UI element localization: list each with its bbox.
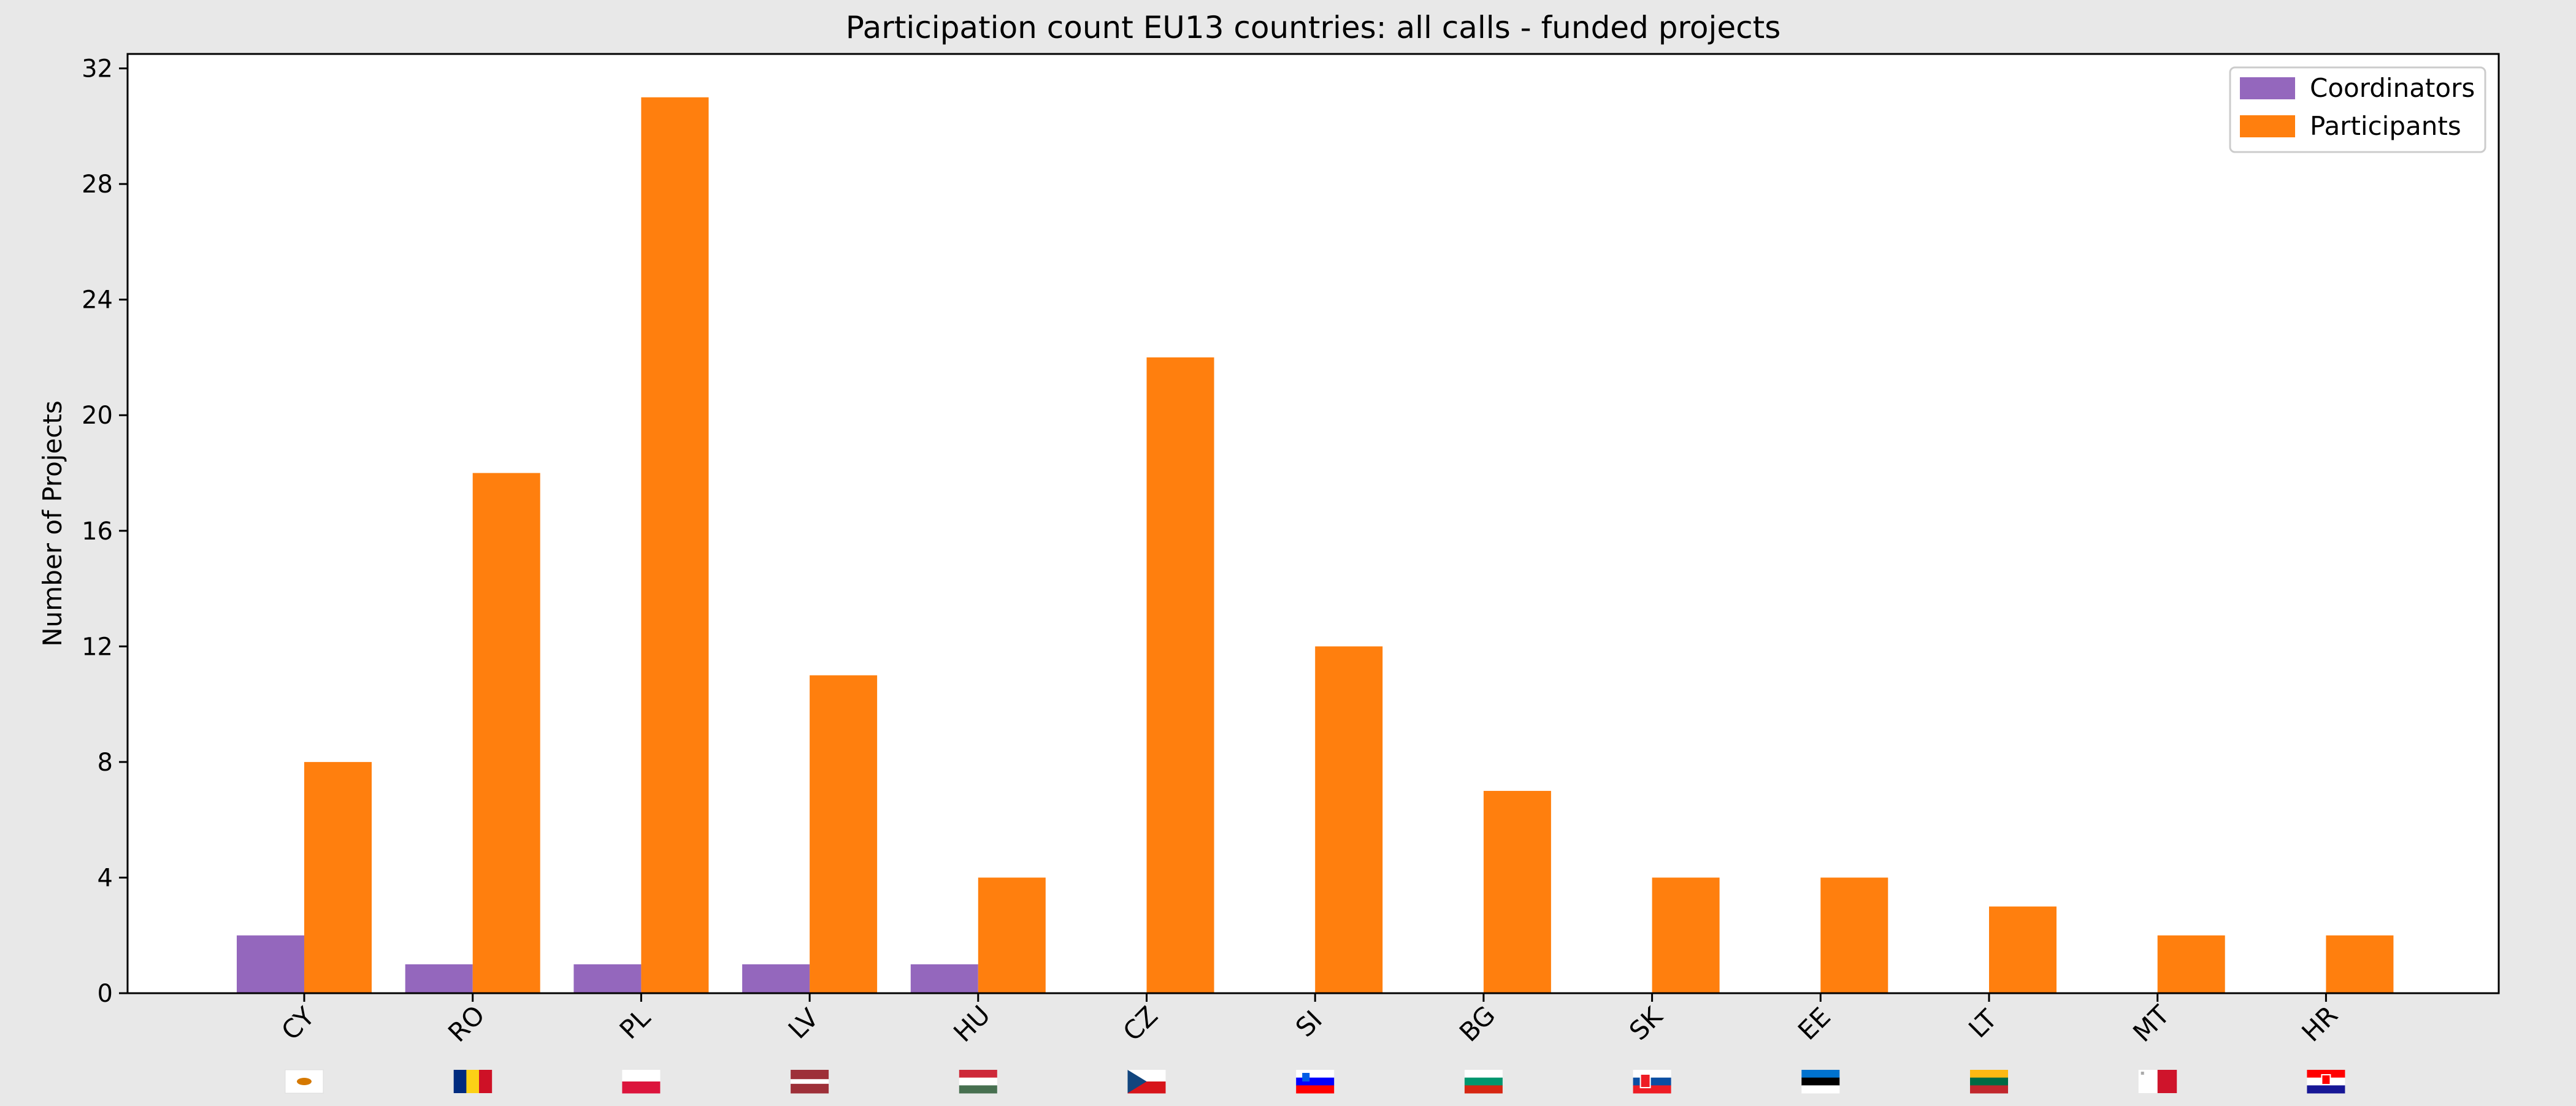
hungary-flag-icon — [959, 1070, 997, 1094]
y-tick-label: 28 — [82, 170, 113, 199]
croatia-flag-icon — [2307, 1070, 2345, 1094]
bar-coordinators-lv — [742, 964, 810, 993]
country-flags — [285, 1069, 2345, 1094]
romania-flag-icon — [453, 1070, 493, 1093]
bar-participants-bg — [1483, 791, 1551, 993]
legend: Coordinators Participants — [2229, 66, 2486, 153]
y-tick-label: 20 — [82, 402, 113, 430]
bar-participants-ro — [472, 473, 540, 993]
y-tick-label: 0 — [98, 980, 113, 1008]
chart-title: Participation count EU13 countries: all … — [846, 10, 1781, 45]
bar-participants-si — [1315, 646, 1383, 993]
bulgaria-flag-icon — [1464, 1070, 1503, 1094]
y-tick-label: 32 — [82, 55, 113, 83]
y-axis: 0 4 8 12 16 20 24 28 32 — [82, 55, 128, 1008]
bar-participants-lt — [1989, 906, 2057, 993]
lithuania-flag-icon — [1970, 1070, 2008, 1094]
czechia-flag-icon — [1127, 1070, 1166, 1094]
bar-participants-cz — [1146, 357, 1214, 993]
legend-label-participants: Participants — [2310, 111, 2461, 141]
cyprus-flag-icon — [285, 1069, 324, 1094]
y-tick-label: 16 — [82, 517, 113, 546]
y-tick-label: 24 — [82, 286, 113, 315]
bar-coordinators-cy — [237, 935, 304, 993]
poland-flag-icon — [622, 1070, 661, 1094]
y-tick-label: 12 — [82, 633, 113, 661]
bars — [237, 97, 2394, 994]
bar-coordinators-pl — [573, 964, 642, 993]
y-axis-label: Number of Projects — [37, 400, 67, 646]
slovakia-flag-icon — [1633, 1070, 1671, 1094]
y-tick-label: 8 — [98, 749, 113, 777]
bar-participants-hr — [2326, 935, 2394, 993]
bar-coordinators-ro — [405, 964, 473, 993]
bar-participants-pl — [641, 97, 709, 994]
bar-participants-cy — [304, 761, 372, 993]
legend-label-coordinators: Coordinators — [2310, 73, 2475, 103]
malta-flag-icon — [2138, 1070, 2177, 1093]
bar-participants-lv — [810, 675, 878, 993]
slovenia-flag-icon — [1296, 1070, 1335, 1094]
bar-coordinators-hu — [910, 964, 978, 993]
plot-frame — [126, 53, 2500, 994]
latvia-flag-icon — [791, 1070, 829, 1094]
bar-participants-hu — [978, 877, 1046, 993]
y-tick-label: 4 — [98, 864, 113, 892]
bar-participants-ee — [1820, 877, 1888, 993]
bar-participants-sk — [1652, 877, 1720, 993]
bar-participants-mt — [2157, 935, 2225, 993]
legend-swatch-coordinators — [2240, 77, 2295, 99]
estonia-flag-icon — [1801, 1070, 1840, 1094]
legend-swatch-participants — [2240, 115, 2295, 137]
